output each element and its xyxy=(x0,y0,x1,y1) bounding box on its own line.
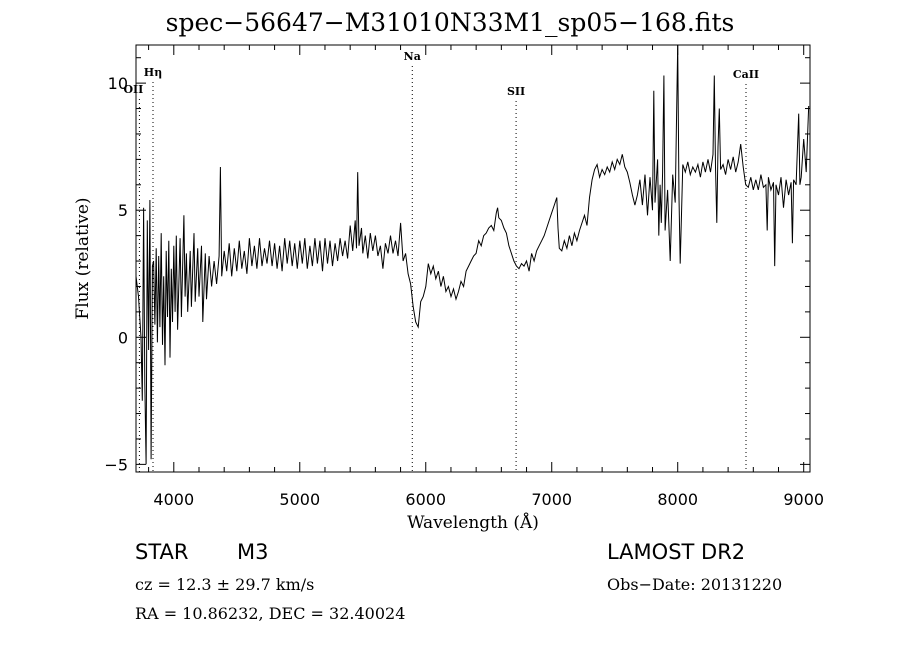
object-type: STAR xyxy=(135,540,189,564)
spectral-line-label: Hη xyxy=(144,66,162,79)
spectral-line-label: OII xyxy=(123,83,143,96)
x-tick-label: 9000 xyxy=(783,490,824,509)
spectral-line-label: Na xyxy=(404,50,421,63)
y-tick-label: 5 xyxy=(118,201,128,220)
survey-name: LAMOST DR2 xyxy=(607,540,746,564)
x-tick-label: 5000 xyxy=(279,490,320,509)
sky-coordinates: RA = 10.86232, DEC = 32.40024 xyxy=(135,604,406,623)
x-tick-label: 6000 xyxy=(405,490,446,509)
spectral-line-label: SII xyxy=(507,85,525,98)
object-class: M3 xyxy=(237,540,269,564)
x-tick-label: 8000 xyxy=(657,490,698,509)
spectral-line-label: CaII xyxy=(733,68,759,81)
spectrum-series-line xyxy=(135,44,810,465)
x-axis-label: Wavelength (Å) xyxy=(407,512,539,533)
y-tick-label: 0 xyxy=(118,328,128,347)
x-tick-label: 7000 xyxy=(531,490,572,509)
y-tick-label: −5 xyxy=(104,455,128,474)
axis-tick-labels: 4000 5000 6000 7000 8000 9000 −5 0 5 10 xyxy=(104,74,824,509)
chart-title: spec−56647−M31010N33M1_sp05−168.fits xyxy=(165,8,735,37)
redshift-velocity: cz = 12.3 ± 29.7 km/s xyxy=(135,575,315,594)
observation-date: Obs−Date: 20131220 xyxy=(607,575,783,594)
y-tick-label: 10 xyxy=(108,74,128,93)
x-tick-label: 4000 xyxy=(153,490,194,509)
axis-ticks xyxy=(136,45,810,472)
y-axis-label: Flux (relative) xyxy=(73,197,93,319)
plot-frame xyxy=(135,44,811,473)
